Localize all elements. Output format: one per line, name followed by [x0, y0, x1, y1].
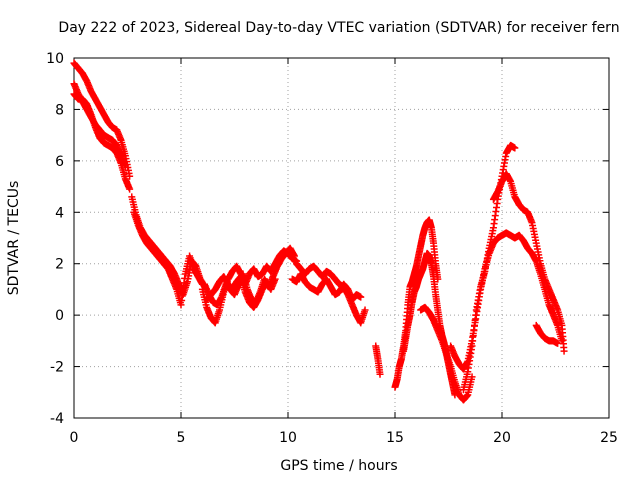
- data-point: [376, 370, 384, 378]
- data-point: [361, 306, 369, 314]
- x-tick-label: 20: [493, 430, 511, 446]
- x-tick-label: 10: [279, 430, 297, 446]
- data-point: [357, 293, 365, 301]
- plot-frame: [73, 57, 610, 419]
- data-series-sdtvar: [70, 59, 568, 404]
- y-tick-label: 0: [55, 308, 64, 324]
- data-point: [271, 275, 279, 283]
- chart-title: Day 222 of 2023, Sidereal Day-to-day VTE…: [58, 20, 619, 36]
- y-tick-label: 6: [55, 154, 64, 170]
- axis-ticks: 0 5 10 15 20 25 -4 -2 0 2 4 6 8 10: [46, 51, 618, 446]
- data-point: [560, 347, 568, 355]
- y-tick-label: -2: [50, 360, 64, 376]
- data-point: [126, 185, 134, 193]
- data-point: [558, 337, 566, 345]
- x-axis-label: GPS time / hours: [280, 458, 397, 474]
- y-tick-label: 8: [55, 102, 64, 118]
- x-tick-label: 0: [70, 430, 79, 446]
- x-tick-label: 25: [600, 430, 618, 446]
- data-point: [554, 339, 562, 347]
- y-tick-label: -4: [50, 411, 64, 427]
- x-tick-label: 15: [386, 430, 404, 446]
- data-point: [290, 252, 298, 260]
- y-tick-label: 10: [46, 51, 64, 67]
- y-tick-label: 4: [55, 205, 64, 221]
- y-tick-label: 2: [55, 257, 64, 273]
- x-tick-label: 5: [177, 430, 186, 446]
- grid-lines: [74, 58, 609, 418]
- y-axis-label: SDTVAR / TECUs: [6, 181, 22, 296]
- data-point: [511, 144, 519, 152]
